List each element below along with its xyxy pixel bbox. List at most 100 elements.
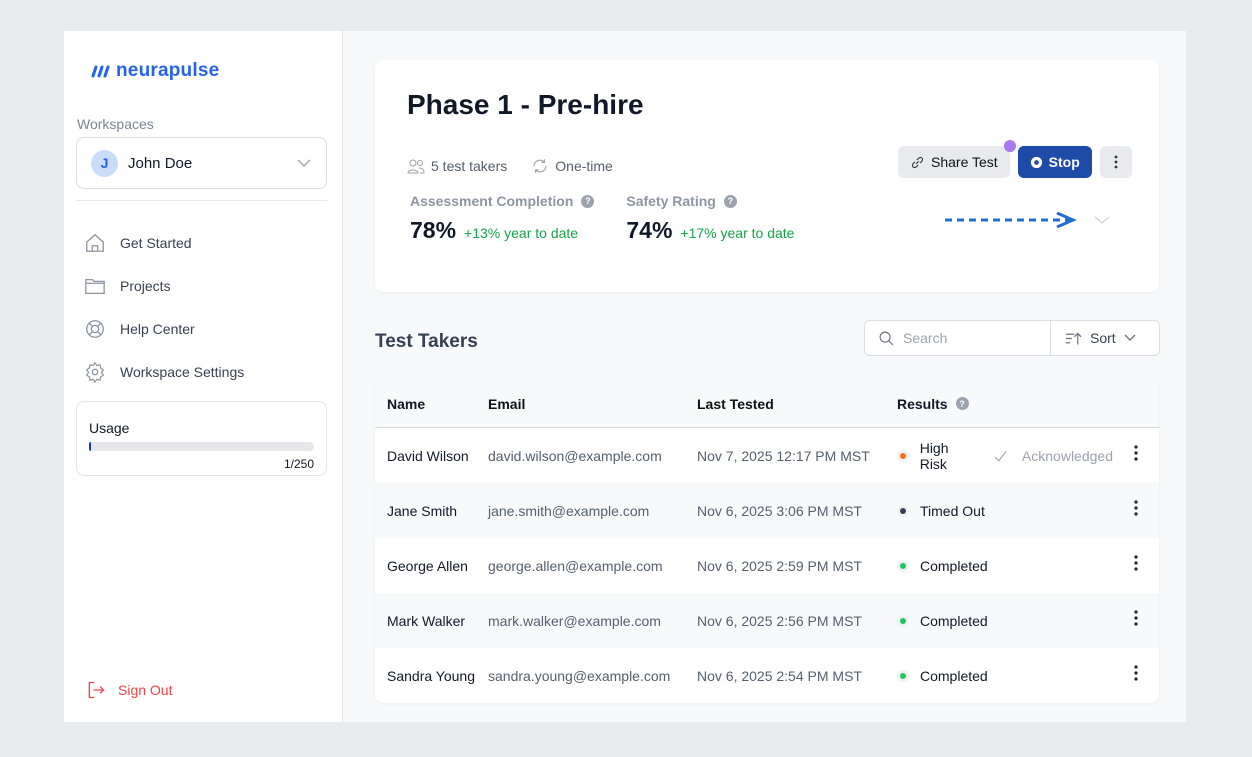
column-header-email[interactable]: Email [488, 395, 526, 412]
stat-label: Safety Rating [626, 193, 716, 209]
cell-result: Completed [897, 613, 1113, 629]
share-test-button[interactable]: Share Test [898, 140, 1016, 178]
home-icon [86, 233, 104, 252]
more-vertical-icon [1134, 610, 1138, 626]
cell-email: david.wilson@example.com [488, 447, 662, 464]
table-row[interactable]: David Wilson david.wilson@example.com No… [375, 428, 1159, 483]
sort-icon [1065, 332, 1082, 344]
more-vertical-icon [1114, 155, 1118, 169]
table-row[interactable]: Jane Smith jane.smith@example.com Nov 6,… [375, 483, 1159, 538]
usage-label: Usage [89, 420, 130, 436]
status-text: High Risk [919, 439, 949, 472]
sidebar-item-label: Projects [120, 277, 171, 294]
workspace-name: John Doe [128, 154, 193, 172]
sidebar-item-help-center[interactable]: Help Center [84, 307, 244, 350]
table-row[interactable]: George Allen george.allen@example.com No… [375, 538, 1159, 593]
test-takers-table: Name Email Last Tested Results? David Wi… [375, 380, 1159, 703]
avatar: J [91, 149, 118, 177]
sign-out-icon [88, 681, 105, 699]
main-content: Phase 1 - Pre-hire 5 test takers One-tim… [343, 31, 1186, 722]
help-icon[interactable]: ? [723, 194, 737, 208]
acknowledged-label: Acknowledged [1021, 447, 1113, 464]
cell-email: mark.walker@example.com [488, 612, 661, 629]
logo-icon [91, 65, 110, 78]
sort-button[interactable]: Sort [1051, 330, 1159, 346]
table-row[interactable]: Mark Walker mark.walker@example.com Nov … [375, 593, 1159, 648]
lifebuoy-icon [86, 319, 104, 338]
usage-card: Usage 1/250 [76, 401, 327, 476]
column-header-results[interactable]: Results? [897, 396, 1113, 412]
stat-value: 78% [410, 217, 457, 243]
row-more-options-button[interactable] [1113, 665, 1159, 686]
sort-label: Sort [1090, 330, 1116, 346]
help-icon[interactable]: ? [581, 194, 595, 208]
cell-email: jane.smith@example.com [488, 502, 650, 519]
stat-value: 74% [626, 217, 673, 243]
results-label: Results [897, 395, 948, 412]
status-dot-icon [900, 617, 906, 624]
sidebar-item-label: Workspace Settings [120, 363, 245, 380]
frequency-text: One-time [555, 158, 613, 174]
workspaces-label: Workspaces [77, 116, 154, 132]
workspace-select[interactable]: J John Doe [76, 137, 327, 189]
sign-out-button[interactable]: Sign Out [86, 680, 172, 700]
sidebar-item-workspace-settings[interactable]: Workspace Settings [84, 350, 244, 393]
row-more-options-button[interactable] [1113, 610, 1159, 631]
cell-result: Timed Out [897, 503, 1113, 519]
chevron-down-icon [1124, 334, 1136, 341]
more-vertical-icon [1134, 555, 1138, 571]
table-row[interactable]: Sandra Young sandra.young@example.com No… [375, 648, 1159, 703]
usage-progress-fill [89, 442, 91, 451]
status-dot-icon [900, 562, 906, 569]
search-input[interactable]: Search [865, 321, 1051, 355]
column-header-name[interactable]: Name [387, 395, 426, 412]
stat-label: Assessment Completion [410, 193, 574, 209]
cell-name: David Wilson [387, 447, 469, 464]
gear-icon [85, 361, 105, 383]
cell-last-tested: Nov 6, 2025 2:54 PM MST [697, 667, 862, 684]
more-vertical-icon [1134, 665, 1138, 681]
test-takers-count: 5 test takers [407, 157, 507, 175]
cell-name: Mark Walker [387, 612, 466, 629]
share-label: Share Test [931, 154, 998, 170]
stats: Assessment Completion? 78% +13% year to d… [410, 193, 794, 244]
search-sort-bar: Search Sort [864, 320, 1160, 356]
stop-icon [1030, 156, 1042, 168]
sidebar-item-label: Help Center [120, 320, 195, 337]
refresh-icon [533, 159, 547, 173]
brand-name: neurapulse [116, 60, 220, 81]
search-placeholder: Search [903, 330, 948, 346]
cell-last-tested: Nov 7, 2025 12:17 PM MST [697, 447, 870, 464]
folder-icon [85, 278, 105, 294]
stop-button[interactable]: Stop [1017, 146, 1092, 178]
link-icon [911, 156, 924, 168]
sidebar-item-projects[interactable]: Projects [84, 264, 244, 307]
cell-last-tested: Nov 6, 2025 3:06 PM MST [697, 502, 862, 519]
stat-delta: +17% year to date [680, 225, 795, 241]
actions: Share Test Stop [898, 140, 1132, 178]
sidebar-item-get-started[interactable]: Get Started [84, 221, 244, 264]
table-header: Name Email Last Tested Results? [375, 380, 1159, 428]
status-dot-icon [900, 507, 906, 514]
more-options-button[interactable] [1099, 146, 1132, 178]
cell-name: Jane Smith [387, 502, 458, 519]
logo[interactable]: neurapulse [90, 60, 219, 82]
more-vertical-icon [1134, 445, 1138, 461]
usage-count: 1/250 [283, 457, 314, 471]
stat-delta: +13% year to date [464, 225, 579, 241]
cell-email: sandra.young@example.com [488, 667, 671, 684]
status-text: Completed [920, 612, 988, 629]
row-more-options-button[interactable] [1113, 555, 1159, 576]
search-icon [879, 331, 894, 345]
row-more-options-button[interactable] [1113, 500, 1159, 521]
dashed-arrow-icon [945, 211, 1110, 229]
frequency: One-time [531, 157, 613, 175]
row-more-options-button[interactable] [1113, 445, 1159, 466]
help-icon[interactable]: ? [955, 397, 969, 410]
test-summary-card: Phase 1 - Pre-hire 5 test takers One-tim… [375, 60, 1159, 292]
status-text: Completed [920, 667, 988, 684]
page-title: Phase 1 - Pre-hire [407, 89, 644, 120]
test-meta: 5 test takers One-time [407, 157, 613, 175]
column-header-last-tested[interactable]: Last Tested [697, 395, 774, 412]
cell-name: Sandra Young [387, 667, 475, 684]
